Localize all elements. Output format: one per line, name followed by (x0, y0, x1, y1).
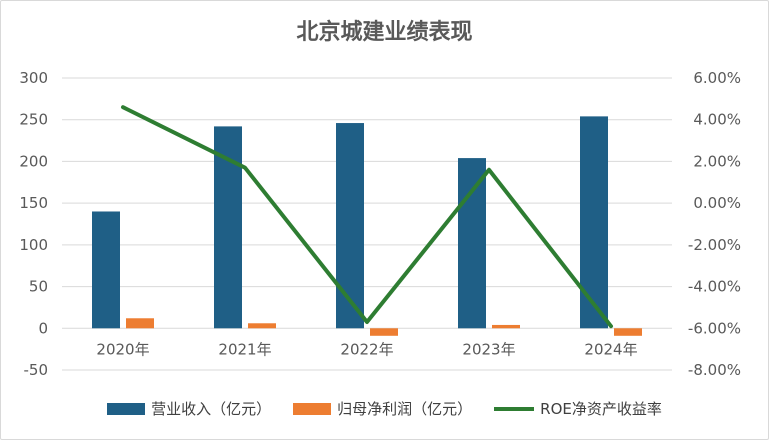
y-left-tick-label: 0 (38, 319, 48, 337)
legend-label-revenue: 营业收入（亿元） (151, 400, 272, 418)
legend-label-roe: ROE净资产收益率 (540, 400, 662, 418)
legend-item-net-profit: 归母净利润（亿元） (293, 398, 472, 419)
x-tick-label: 2021年 (218, 340, 271, 358)
bar-revenue (580, 116, 608, 329)
bar-revenue (458, 158, 486, 329)
y-right-tick-label: -8.00% (688, 361, 741, 379)
x-tick-label: 2023年 (462, 340, 515, 358)
y-left-tick-label: 150 (19, 194, 48, 212)
chart-title: 北京城建业绩表现 (296, 20, 473, 45)
legend-swatch-net-profit (293, 402, 332, 415)
y-right-tick-label: -2.00% (688, 236, 741, 254)
x-tick-label: 2024年 (584, 340, 637, 358)
y-left-tick-label: 200 (19, 152, 48, 170)
x-tick-label: 2022年 (340, 340, 393, 358)
y-right-tick-label: 2.00% (693, 152, 741, 170)
legend-swatch-roe (494, 406, 535, 411)
legend-item-roe: ROE净资产收益率 (494, 398, 662, 419)
y-left-tick-label: 300 (19, 69, 48, 87)
bar-revenue (214, 126, 242, 329)
y-right-tick-label: -4.00% (688, 278, 741, 296)
bar-revenue (336, 123, 364, 329)
y-left-tick-label: 100 (19, 236, 48, 254)
y-left-tick-label: 50 (29, 278, 48, 296)
y-left-tick-label: -50 (24, 361, 49, 379)
bar-net-profit (492, 324, 520, 329)
chart-legend: 营业收入（亿元） 归母净利润（亿元） ROE净资产收益率 (0, 398, 769, 419)
line-roe (121, 105, 613, 329)
y-right-tick-label: 4.00% (693, 111, 741, 129)
legend-item-revenue: 营业收入（亿元） (107, 398, 271, 419)
y-left-tick-label: 250 (19, 111, 48, 129)
x-tick-label: 2020年 (96, 340, 149, 358)
legend-label-net-profit: 归母净利润（亿元） (337, 400, 473, 418)
bar-net-profit (370, 328, 398, 336)
y-right-tick-label: 6.00% (693, 69, 741, 87)
legend-swatch-revenue (107, 402, 146, 415)
bar-revenue (92, 211, 120, 329)
bar-net-profit (614, 328, 642, 336)
bar-net-profit (126, 318, 154, 329)
bar-net-profit (248, 323, 276, 329)
y-right-tick-label: 0.00% (693, 194, 741, 212)
y-right-tick-label: -6.00% (688, 319, 741, 337)
